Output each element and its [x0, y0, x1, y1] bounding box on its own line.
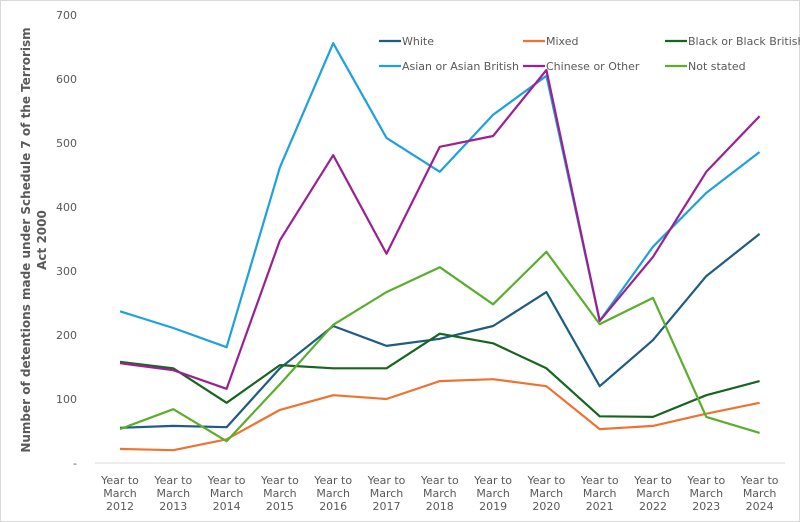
- y-axis-label: Number of detentions made under Schedule…: [19, 27, 49, 452]
- x-tick-label: Year to March 2012: [100, 474, 139, 513]
- y-tick-label: 300: [56, 265, 77, 278]
- legend-label: Asian or Asian British: [402, 60, 519, 73]
- x-tick-label: Year to March 2024: [740, 474, 779, 513]
- x-tick-label: Year to March 2016: [313, 474, 352, 513]
- legend-label: Mixed: [546, 35, 578, 48]
- y-tick-label: 100: [56, 393, 77, 406]
- series-line-asian-or-asian-british: [119, 42, 761, 349]
- series-line-not-stated: [119, 250, 760, 443]
- legend-label: Chinese or Other: [546, 60, 640, 73]
- y-tick-label: 500: [56, 137, 77, 150]
- x-tick-label: Year to March 2019: [473, 474, 512, 513]
- x-tick-label: Year to March 2018: [420, 474, 459, 513]
- legend-item: Not stated: [665, 60, 746, 73]
- y-tick-label: 200: [56, 329, 77, 342]
- y-tick-label: 700: [56, 9, 77, 22]
- series-line-mixed: [119, 378, 760, 452]
- x-tick-label: Year to March 2023: [686, 474, 725, 513]
- legend-item: Asian or Asian British: [379, 60, 519, 73]
- x-tick-label: Year to March 2015: [260, 474, 299, 513]
- legend-item: Black or Black British: [665, 35, 800, 48]
- legend-label: Black or Black British: [688, 35, 800, 48]
- series-line-white: [119, 233, 761, 429]
- y-tick-label: -: [73, 457, 77, 470]
- x-tick-label: Year to March 2014: [207, 474, 246, 513]
- x-tick-label: Year to March 2020: [526, 474, 565, 513]
- x-tick-label: Year to March 2022: [633, 474, 672, 513]
- x-tick-label: Year to March 2017: [367, 474, 406, 513]
- legend-label: Not stated: [688, 60, 746, 73]
- series-line-chinese-or-other: [119, 68, 761, 390]
- legend-item: White: [379, 35, 434, 48]
- y-tick-label: 400: [56, 201, 77, 214]
- x-tick-label: Year to March 2013: [153, 474, 192, 513]
- legend-item: Chinese or Other: [523, 60, 640, 73]
- y-tick-label: 600: [56, 73, 77, 86]
- legend-label: White: [402, 35, 434, 48]
- series-line-black-or-black-british: [119, 332, 760, 418]
- legend-item: Mixed: [523, 35, 578, 48]
- x-tick-label: Year to March 2021: [580, 474, 619, 513]
